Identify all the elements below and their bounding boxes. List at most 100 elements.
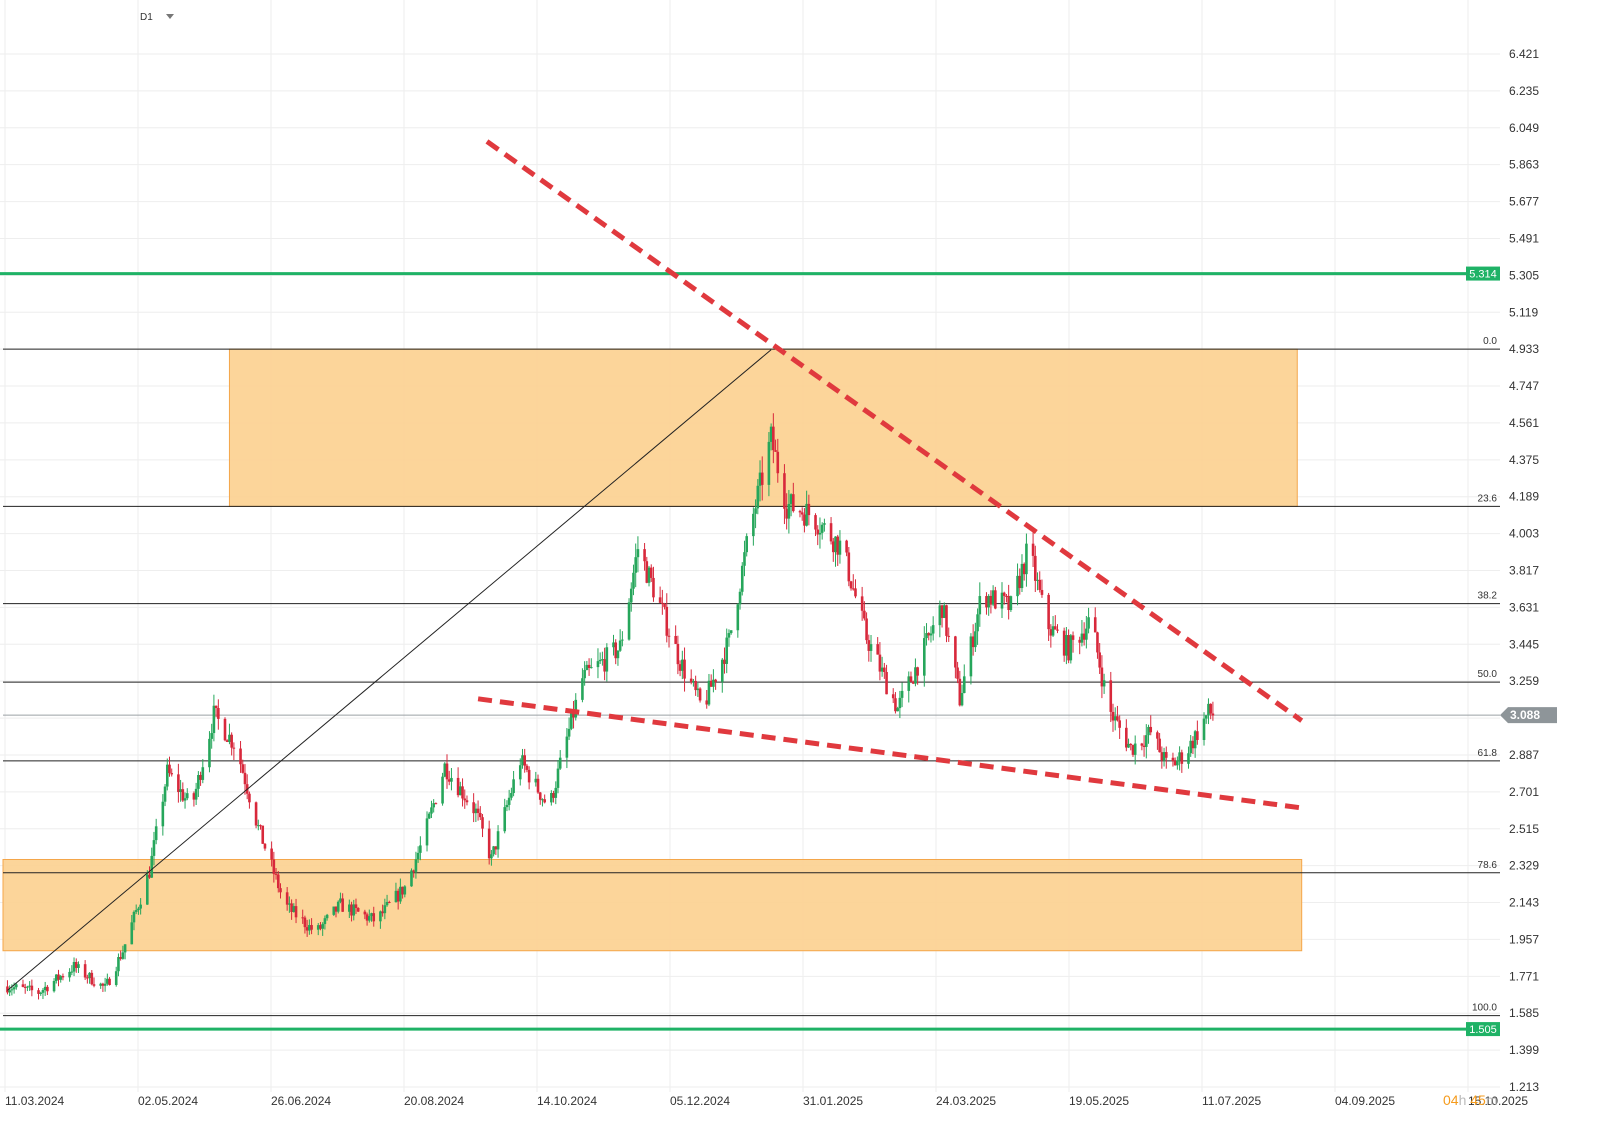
candle-body (43, 986, 47, 991)
candle-body (474, 808, 478, 814)
y-tick-label: 3.259 (1509, 674, 1539, 688)
candle-body (807, 503, 811, 516)
candle-body (301, 917, 304, 919)
candle-body (783, 473, 786, 509)
candle-body (168, 764, 171, 774)
y-tick-label: 5.863 (1509, 158, 1539, 172)
y-tick-label: 4.933 (1509, 342, 1539, 356)
chevron-down-icon[interactable] (166, 14, 174, 19)
candle-body (41, 990, 45, 993)
candle-body (154, 826, 158, 841)
candle-body (974, 631, 977, 648)
candle-body (28, 985, 31, 987)
candle-body (683, 659, 686, 679)
lower-trendline (477, 696, 1303, 811)
countdown-minutes: 45 (1470, 1092, 1486, 1108)
fib-label: 0.0 (1483, 336, 1497, 347)
candle-body (714, 679, 717, 682)
upper-trendline (485, 139, 1304, 723)
candle-body (816, 529, 820, 535)
candle-body (758, 472, 762, 486)
candle-body (1204, 715, 1208, 719)
candle-body (1038, 579, 1042, 590)
y-tick-label: 1.585 (1509, 1006, 1539, 1020)
candle-body (1047, 594, 1050, 630)
candle-body (183, 798, 187, 801)
x-tick-label: 11.03.2024 (5, 1094, 64, 1108)
candle-body (891, 694, 895, 699)
candle-body (257, 825, 260, 827)
candle-body (305, 927, 309, 931)
candle-body (1109, 680, 1113, 712)
candle-body (461, 786, 464, 799)
candle-body (194, 788, 198, 800)
candle-body (10, 989, 14, 991)
candle-body (456, 777, 460, 796)
candle-body (1140, 743, 1144, 746)
candle-body (290, 903, 293, 912)
x-tick-label: 26.06.2024 (271, 1094, 331, 1108)
candle-body (288, 903, 291, 905)
candle-body (443, 763, 447, 777)
candle-body (601, 659, 604, 661)
candle-body (310, 925, 313, 930)
candle-body (1162, 752, 1166, 761)
candle-body (232, 747, 236, 749)
candle-body (1087, 617, 1090, 629)
candle-body (565, 736, 569, 758)
candle-body (1142, 745, 1146, 747)
candle-body (598, 659, 602, 662)
candle-body (272, 859, 276, 874)
candle-body (805, 503, 808, 526)
candle-body (643, 549, 646, 562)
candle-body (787, 503, 791, 519)
candle-body (590, 667, 593, 669)
candle-body (86, 977, 89, 979)
candle-body (356, 907, 360, 912)
candle-body (39, 992, 43, 994)
candle-body (649, 567, 653, 578)
candle-body (1171, 757, 1175, 762)
candle-body (292, 906, 296, 912)
candle-body (1131, 745, 1135, 755)
y-tick-label: 1.399 (1509, 1043, 1539, 1057)
candle-body (883, 667, 886, 673)
candle-body (303, 917, 307, 928)
candle-body (325, 914, 329, 919)
candle-body (57, 974, 60, 980)
candle-body (68, 971, 71, 978)
fibonacci-lines: 0.0 23.6 38.2 50.0 61.8 78.6 100.0 (3, 336, 1500, 1017)
candle-body (239, 748, 242, 765)
candle-body (399, 886, 402, 902)
x-tick-label: 02.05.2024 (138, 1094, 198, 1108)
candle-body (1147, 726, 1150, 736)
candle-body (403, 886, 407, 895)
candle-body (274, 873, 278, 875)
candle-body (1173, 761, 1177, 766)
fib-label: 61.8 (1478, 748, 1498, 759)
candle-body (1209, 703, 1212, 714)
candle-body (1000, 592, 1004, 609)
candle-body (940, 605, 944, 618)
candle-body (23, 986, 27, 988)
x-tick-label: 31.01.2025 (803, 1094, 863, 1108)
candle-body (416, 852, 420, 860)
candle-body (1067, 635, 1070, 661)
candle-body (567, 728, 571, 737)
candle-body (1102, 680, 1106, 687)
candle-body (179, 789, 182, 793)
candle-body (629, 588, 633, 603)
candle-body (925, 633, 928, 639)
candle-body (543, 799, 546, 803)
candle-body (945, 605, 948, 636)
candle-body (1093, 617, 1097, 633)
candle-body (427, 813, 431, 819)
candle-body (1025, 543, 1028, 575)
candle-body (365, 914, 369, 921)
candle-body (663, 603, 666, 607)
timeframe-selector[interactable]: D1 (140, 12, 153, 23)
candle-body (1082, 633, 1086, 640)
candle-body (538, 792, 542, 800)
candle-body (30, 985, 34, 991)
